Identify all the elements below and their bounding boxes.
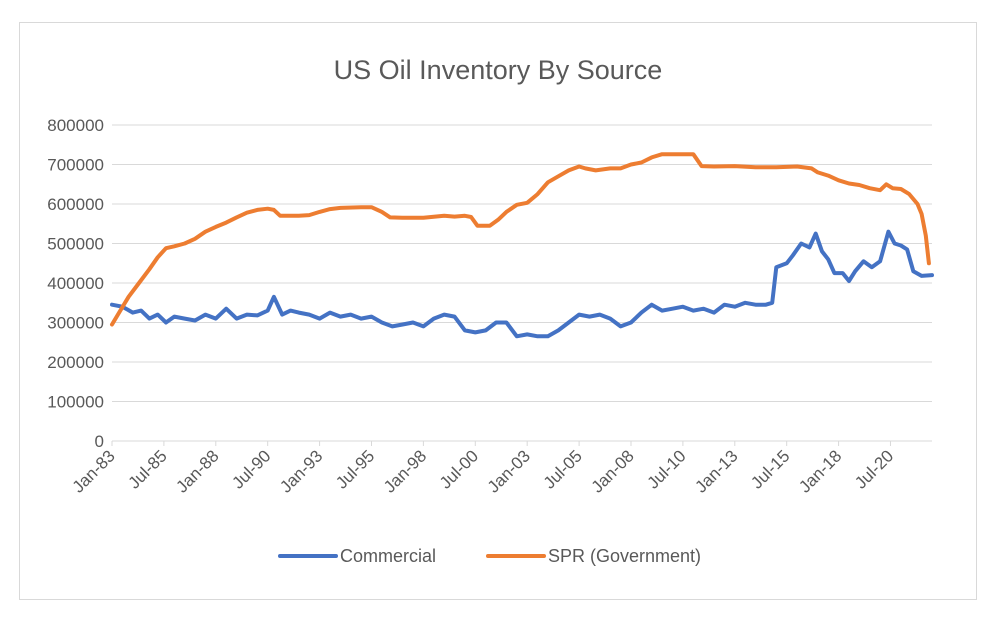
y-tick-label: 100000 bbox=[47, 393, 104, 412]
x-tick-label: Jan-08 bbox=[588, 446, 638, 496]
y-tick-label: 200000 bbox=[47, 353, 104, 372]
y-tick-label: 700000 bbox=[47, 156, 104, 175]
series-lines bbox=[110, 152, 934, 339]
x-tick-label: Jan-83 bbox=[69, 446, 119, 496]
x-axis-ticks: Jan-83 Jul-85 Jan-88 Jul-90 Jan-93 Jul-95 Jan-… bbox=[69, 441, 897, 497]
x-tick-label: Jul-10 bbox=[644, 446, 690, 492]
x-tick-label: Jul-15 bbox=[747, 446, 793, 492]
x-tick-label: Jan-93 bbox=[276, 446, 326, 496]
series-line-spr bbox=[110, 152, 931, 327]
x-tick-label: Jan-88 bbox=[172, 446, 222, 496]
x-tick-label: Jul-85 bbox=[125, 446, 171, 492]
x-tick-label: Jul-90 bbox=[228, 446, 274, 492]
x-tick-label: Jul-00 bbox=[436, 446, 482, 492]
y-tick-label: 500000 bbox=[47, 235, 104, 254]
y-tick-label: 800000 bbox=[47, 116, 104, 135]
x-tick-label: Jul-95 bbox=[332, 446, 378, 492]
chart-title: US Oil Inventory By Source bbox=[334, 55, 663, 85]
x-tick-label: Jan-13 bbox=[691, 446, 741, 496]
gridlines bbox=[112, 124, 932, 442]
x-tick-label: Jul-20 bbox=[851, 446, 897, 492]
legend-label-spr: SPR (Government) bbox=[548, 546, 701, 566]
y-tick-label: 0 bbox=[95, 432, 104, 451]
legend: Commercial SPR (Government) bbox=[278, 546, 701, 566]
y-tick-label: 300000 bbox=[47, 314, 104, 333]
x-tick-label: Jul-05 bbox=[540, 446, 586, 492]
x-tick-label: Jan-98 bbox=[380, 446, 430, 496]
x-tick-label: Jan-03 bbox=[484, 446, 534, 496]
y-tick-label: 400000 bbox=[47, 274, 104, 293]
y-axis-ticks: 0 100000 200000 300000 400000 500000 600000 700… bbox=[47, 116, 104, 451]
series-line-commercial bbox=[110, 229, 934, 339]
legend-label-commercial: Commercial bbox=[340, 546, 436, 566]
chart-frame: US Oil Inventory By Source 0 100000 200000… bbox=[19, 22, 977, 600]
y-tick-label: 600000 bbox=[47, 195, 104, 214]
line-chart: US Oil Inventory By Source 0 100000 200000… bbox=[47, 55, 934, 566]
x-tick-label: Jan-18 bbox=[795, 446, 845, 496]
